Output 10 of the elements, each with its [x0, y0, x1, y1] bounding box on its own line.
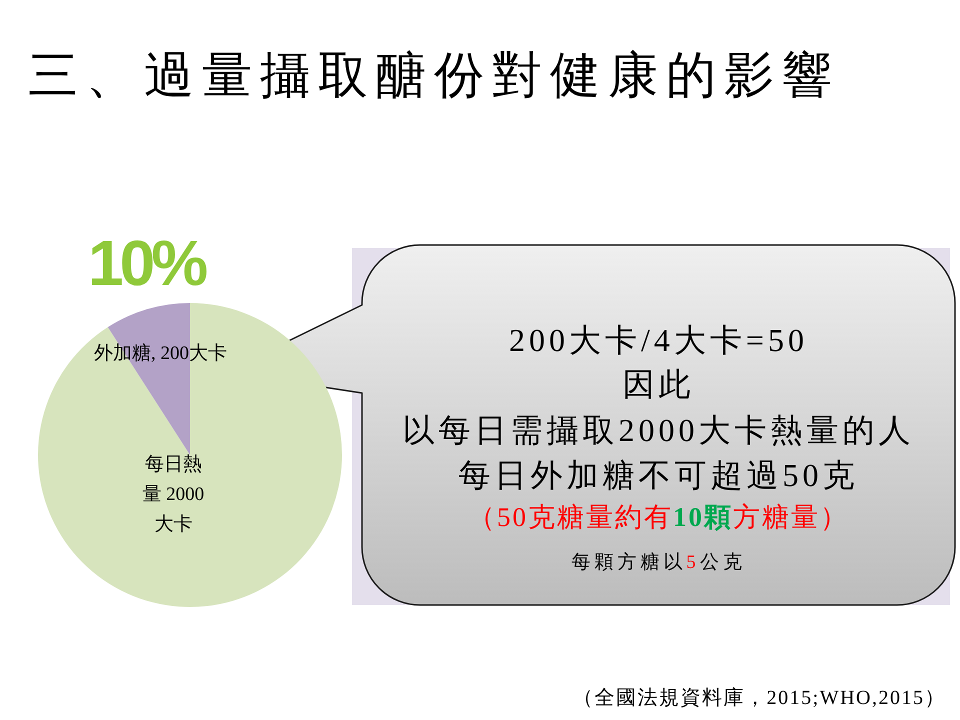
text: 每日外加糖不可超過50克 [458, 456, 860, 495]
text: 10% [88, 227, 206, 299]
text: 以每日需攝取2000大卡熱量的人 [402, 411, 916, 450]
chart-title: 三、過量攝取醣份對健康的影響 [28, 46, 840, 105]
slice-label: 每日熱量 2000大卡 [141, 452, 206, 537]
text: 因此 [622, 365, 696, 404]
text: （50克糖量約有10顆方糖量） [467, 501, 850, 534]
text: 200大卡/4大卡=50 [508, 321, 809, 360]
slice-label: 外加糖, 200大卡 [94, 342, 227, 366]
text: （全國法規資料庫，2015;WHO,2015） [573, 686, 946, 711]
